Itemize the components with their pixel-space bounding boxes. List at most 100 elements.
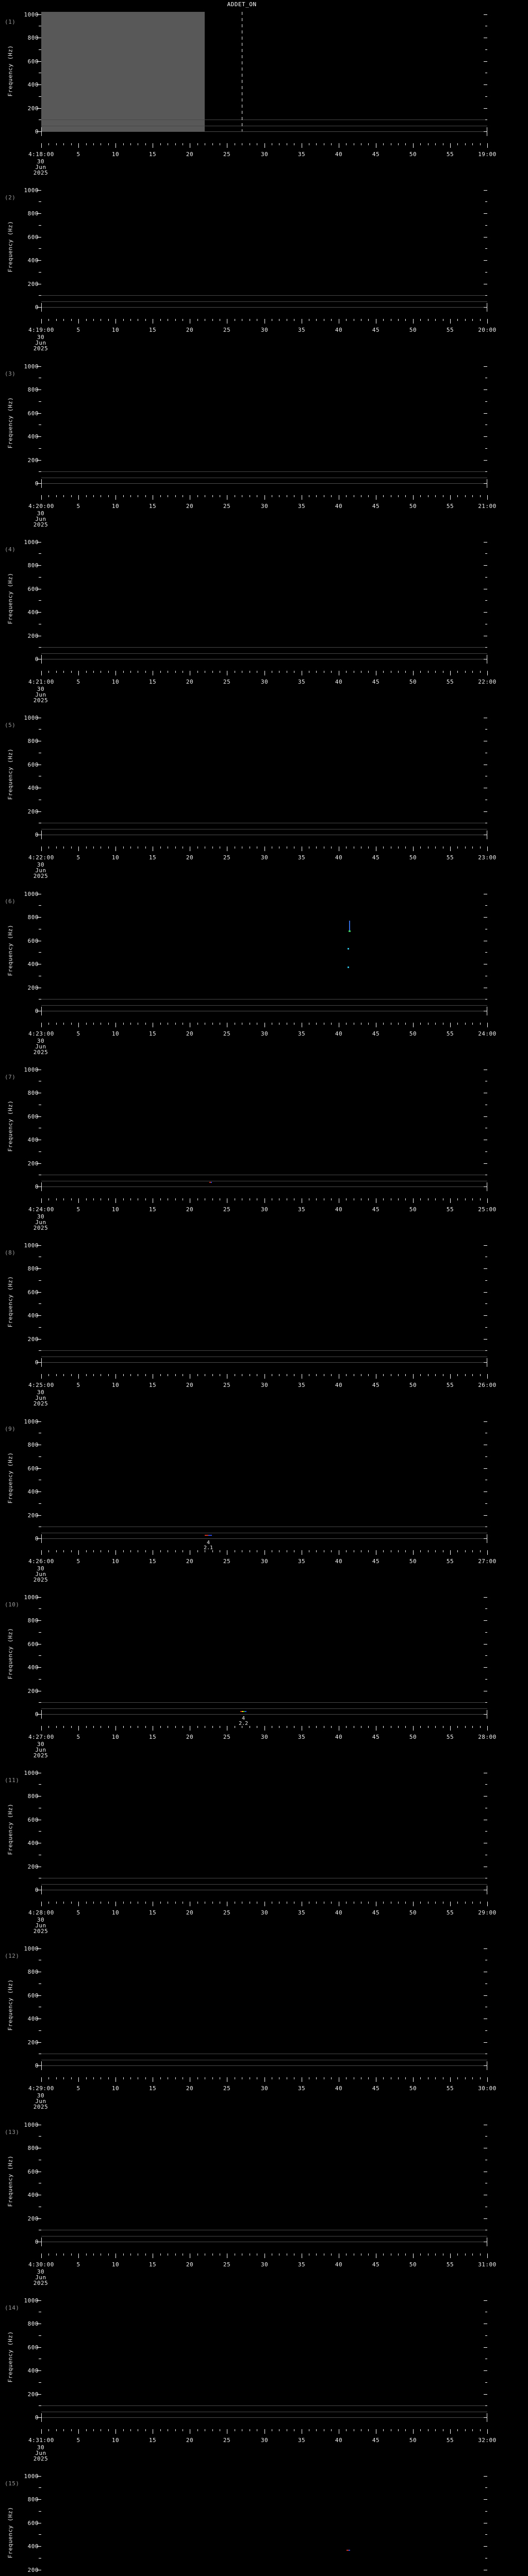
x-minor-tick	[457, 1374, 458, 1376]
x-minor-tick	[212, 1374, 213, 1376]
x-minor-tick	[93, 2429, 94, 2431]
x-minor-tick	[398, 846, 399, 849]
x-minor-tick	[212, 2077, 213, 2079]
y-tick-label: 200	[27, 2039, 39, 2046]
x-start-label: 4:28:00	[28, 1909, 54, 1916]
y-minor-tick	[485, 577, 487, 578]
x-tick-label: 35	[298, 679, 306, 685]
x-minor-tick	[316, 2253, 317, 2256]
y-minor-tick	[39, 2405, 41, 2406]
x-tick	[413, 143, 414, 148]
x-minor-tick	[123, 143, 124, 145]
x-minor-tick	[368, 495, 369, 497]
y-tick	[37, 413, 41, 414]
x-minor-tick	[368, 671, 369, 673]
x-tick	[41, 2429, 42, 2434]
x-minor-tick	[368, 1902, 369, 1904]
x-tick	[78, 846, 79, 851]
x-tick	[413, 1023, 414, 1027]
x-minor-tick	[175, 319, 176, 321]
panel-number-label: (13)	[5, 2129, 20, 2136]
x-tick-label: 40	[335, 679, 343, 685]
y-tick	[37, 108, 41, 109]
y-tick	[37, 1796, 41, 1797]
y-tick-label: 200	[27, 1160, 39, 1167]
y-tick	[484, 1948, 487, 1949]
x-minor-tick	[145, 1550, 146, 1552]
y-tick-label: 600	[27, 586, 39, 592]
x-tick-label: 45	[372, 1734, 380, 1740]
x-minor-tick	[93, 1374, 94, 1376]
y-tick-label: 1000	[24, 1770, 39, 1776]
x-tick-label: 30	[260, 1909, 269, 1916]
x-tick	[41, 2253, 42, 2258]
y-tick	[484, 108, 487, 109]
x-start-label: 4:23:00	[28, 1030, 54, 1037]
x-minor-tick	[316, 1023, 317, 1025]
x-tick-label: 25	[223, 1734, 231, 1740]
spectrogram-panel: 0 200 400 600 800 1000 (13) Frequency (Hz) 5 10 15…	[0, 2110, 528, 2286]
x-minor-tick	[56, 1726, 57, 1728]
x-tick	[78, 1902, 79, 1906]
x-minor-tick	[472, 1726, 473, 1728]
x-tick-label: 55	[446, 2261, 454, 2268]
spectrogram-panel: 0 200 400 600 800 1000 (9) Frequency (Hz) 5 10 15 2…	[0, 1407, 528, 1583]
x-start-label: 4:24:00	[28, 1206, 54, 1213]
y-tick-label: 800	[27, 738, 39, 744]
x-minor-tick	[420, 1902, 421, 1904]
y-tick-label: 800	[27, 2320, 39, 2327]
x-tick-label: 50	[409, 1382, 417, 1388]
x-tick-label: 25	[223, 679, 231, 685]
x-minor-tick	[316, 1550, 317, 1552]
x-minor-tick	[63, 2077, 64, 2079]
y-tick	[484, 413, 487, 414]
y-tick	[484, 2218, 487, 2219]
x-tick-label: 20	[186, 1206, 194, 1213]
date-label: 30	[37, 334, 45, 341]
x-minor-tick	[465, 1023, 466, 1025]
y-tick	[37, 190, 41, 191]
y-tick	[484, 389, 487, 390]
x-minor-tick	[160, 1726, 161, 1728]
detection-mark	[209, 1182, 212, 1183]
x-minor-tick	[398, 1726, 399, 1728]
x-tick-label: 20	[186, 1030, 194, 1037]
y-axis-title: Frequency (Hz)	[7, 2506, 14, 2558]
x-minor-tick	[48, 1198, 49, 1200]
x-minor-tick	[383, 671, 384, 673]
x-tick-label: 15	[148, 1382, 157, 1388]
spectrogram-panel: 0 200 400 600 800 1000 (11) Frequency (Hz) 5 10 15…	[0, 1758, 528, 1934]
x-minor-tick	[56, 1023, 57, 1025]
x-minor-tick	[457, 1550, 458, 1552]
x-minor-tick	[331, 1550, 332, 1552]
x-minor-tick	[93, 671, 94, 673]
x-minor-tick	[212, 1726, 213, 1728]
x-minor-tick	[145, 143, 146, 145]
spectrogram-panel: 0 200 400 600 800 1000 (3) Frequency (Hz) 5 10 15 2…	[0, 352, 528, 528]
x-minor-tick	[145, 2253, 146, 2256]
x-minor-tick	[465, 2077, 466, 2079]
x-minor-tick	[108, 143, 109, 145]
y-tick	[37, 1339, 41, 1340]
y-tick	[37, 237, 41, 238]
x-tick	[487, 671, 488, 675]
y-tick-label: 0	[16, 832, 39, 838]
y-tick-label: 400	[27, 2192, 39, 2198]
x-tick-label: 25	[223, 2437, 231, 2444]
x-minor-tick	[86, 319, 87, 321]
date-label: Jun	[35, 164, 46, 171]
y-minor-tick	[485, 2511, 487, 2512]
y-tick	[484, 2546, 487, 2547]
x-minor-tick	[316, 671, 317, 673]
y-axis-title: Frequency (Hz)	[7, 2331, 14, 2383]
x-tick-label: 50	[409, 2437, 417, 2444]
x-tick-label: 25	[223, 2085, 231, 2092]
y-tick-label: 1000	[24, 2473, 39, 2480]
x-minor-tick	[160, 2077, 161, 2079]
y-axis-title: Frequency (Hz)	[7, 221, 14, 273]
x-tick-label: 10	[111, 1030, 120, 1037]
y-tick-label: 400	[27, 257, 39, 264]
detection-label: 2.1	[203, 1545, 213, 1551]
y-minor-tick	[485, 448, 487, 449]
x-minor-tick	[212, 319, 213, 321]
